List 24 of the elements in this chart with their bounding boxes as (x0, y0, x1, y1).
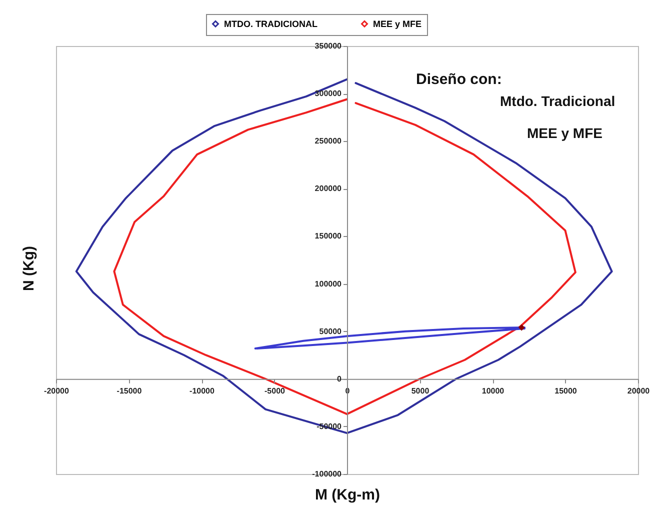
x-tick-label: -10000 (190, 386, 215, 396)
x-tick-label: 15000 (554, 386, 578, 396)
x-axis-title: M (Kg-m) (315, 486, 380, 504)
annotation: MEE y MFE (527, 125, 602, 141)
x-tick-label: 10000 (482, 386, 505, 396)
y-tick-label: 350000 (314, 42, 342, 50)
y-tick-label: 0 (337, 374, 342, 384)
y-tick-label: -100000 (312, 470, 342, 478)
x-tick-label: 20000 (627, 386, 650, 396)
y-tick-label: 250000 (314, 136, 342, 146)
annotation: Mtdo. Tradicional (500, 93, 616, 109)
x-tick-label: -20000 (44, 386, 70, 396)
annotation: Diseño con: (416, 71, 502, 88)
y-tick-label: 200000 (314, 184, 342, 194)
x-tick-label: 5000 (411, 386, 430, 396)
x-tick-label: -5000 (264, 386, 286, 396)
y-tick-label: 50000 (319, 326, 342, 336)
x-tick-label: -15000 (116, 386, 142, 396)
legend-label: MTDO. TRADICIONAL (224, 18, 318, 29)
y-tick-label: 100000 (314, 279, 342, 288)
y-tick-label: 150000 (314, 232, 342, 241)
y-axis-title: N (Kg) (20, 246, 38, 291)
legend-label: MEE y MFE (373, 18, 422, 29)
y-tick-label: 300000 (314, 89, 342, 98)
